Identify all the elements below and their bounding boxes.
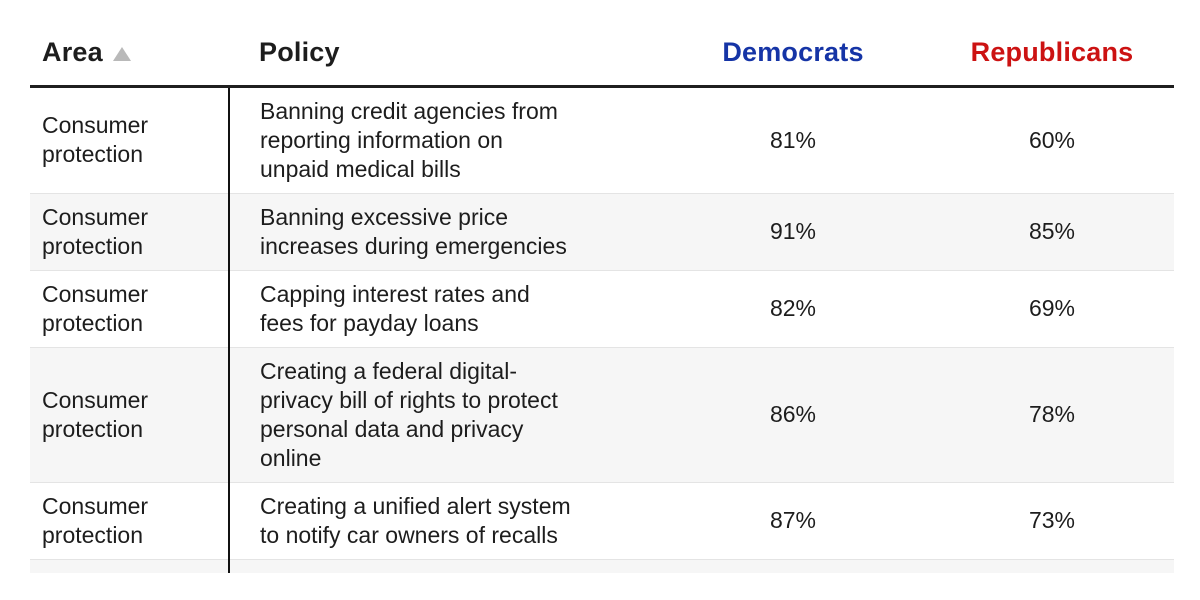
- republicans-value-cell: [930, 559, 1174, 573]
- democrats-value-cell: 86%: [769, 401, 817, 427]
- democrats-value-cell: 87%: [769, 507, 817, 533]
- table-header: Area Policy Democrats Republicans: [30, 0, 1174, 88]
- area-cell: Consumer protection: [42, 203, 149, 259]
- table-row: Consumer protection Banning excessive pr…: [30, 193, 1174, 270]
- policy-cell: Banning excessive price increases during…: [228, 193, 656, 270]
- area-cell: Consumer protection: [42, 280, 149, 336]
- policy-cell: Banning credit agencies from reporting i…: [228, 86, 656, 193]
- sort-ascending-icon: [112, 46, 131, 61]
- column-header-policy-label: Policy: [259, 36, 340, 67]
- republicans-value-cell: 78%: [1028, 401, 1076, 427]
- republicans-value-cell: 73%: [1028, 507, 1076, 533]
- democrats-value-cell: 81%: [769, 126, 817, 153]
- policy-cell: Creating a federal digital- privacy bill…: [228, 347, 656, 482]
- header-row: Area Policy Democrats Republicans: [30, 0, 1174, 88]
- area-cell: Consumer protection: [42, 112, 149, 167]
- area-cell: Consumer protection: [42, 492, 149, 548]
- column-header-policy[interactable]: Policy: [229, 0, 656, 88]
- column-header-area[interactable]: Area: [30, 0, 229, 88]
- policy-cell: [228, 559, 656, 573]
- table-row: Consumer protection Banning credit agenc…: [30, 86, 1174, 193]
- republicans-value-cell: 60%: [1028, 126, 1076, 153]
- area-cell: Consumer protection: [42, 386, 149, 442]
- table-row: Consumer protection Creating a unified a…: [30, 482, 1174, 559]
- policy-cell: Capping interest rates and fees for payd…: [228, 270, 656, 347]
- democrats-value-cell: 82%: [769, 295, 817, 321]
- republicans-value-cell: 69%: [1028, 295, 1076, 321]
- column-header-republicans-label: Republicans: [970, 36, 1134, 67]
- table-row: Consumer protection Creating a federal d…: [30, 347, 1174, 482]
- column-header-democrats-label: Democrats: [722, 36, 864, 67]
- table-row-partial: [30, 559, 1174, 573]
- democrats-value-cell: 91%: [769, 218, 817, 244]
- democrats-value-cell: [656, 559, 930, 573]
- table-body: Consumer protection Banning credit agenc…: [30, 86, 1174, 573]
- column-header-area-label: Area: [42, 36, 103, 67]
- area-cell: [30, 559, 229, 573]
- policy-cell: Creating a unified alert system to notif…: [228, 482, 656, 559]
- policy-support-table: Area Policy Democrats Republicans Consum…: [30, 0, 1174, 573]
- policy-support-table-container: Area Policy Democrats Republicans Consum…: [30, 0, 1174, 573]
- table-row: Consumer protection Capping interest rat…: [30, 270, 1174, 347]
- column-header-republicans[interactable]: Republicans: [930, 0, 1174, 88]
- column-header-democrats[interactable]: Democrats: [656, 0, 930, 88]
- republicans-value-cell: 85%: [1028, 218, 1076, 244]
